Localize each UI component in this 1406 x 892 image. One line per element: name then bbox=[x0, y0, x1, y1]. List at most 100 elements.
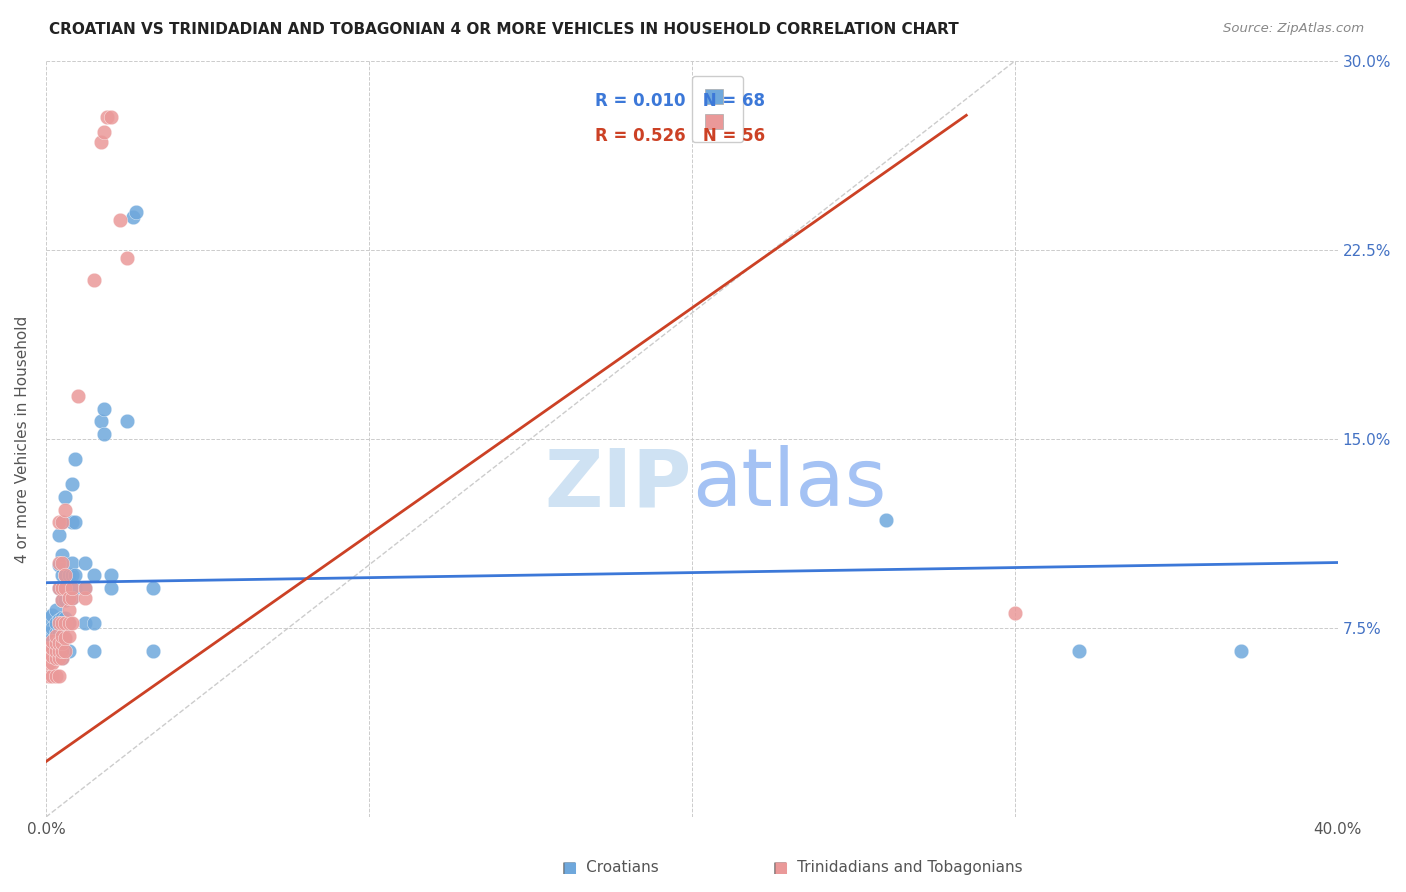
Point bbox=[45, 629, 67, 643]
Point bbox=[90, 135, 112, 149]
Point bbox=[93, 125, 115, 139]
Point bbox=[60, 581, 83, 595]
Point bbox=[45, 643, 67, 657]
Point bbox=[53, 615, 76, 630]
Point bbox=[83, 615, 105, 630]
Point bbox=[45, 651, 67, 665]
Point bbox=[67, 389, 90, 403]
Point bbox=[41, 643, 63, 657]
Point bbox=[38, 626, 60, 640]
Point bbox=[38, 611, 60, 625]
Point bbox=[48, 528, 70, 542]
Point bbox=[58, 615, 80, 630]
Point bbox=[1004, 606, 1026, 620]
Text: Source: ZipAtlas.com: Source: ZipAtlas.com bbox=[1223, 22, 1364, 36]
Point bbox=[51, 611, 73, 625]
Text: ■: ■ bbox=[773, 861, 787, 875]
Point bbox=[58, 615, 80, 630]
Text: R = 0.010   N = 68: R = 0.010 N = 68 bbox=[595, 93, 765, 111]
Point bbox=[51, 593, 73, 607]
Point bbox=[38, 641, 60, 656]
Point bbox=[63, 515, 86, 529]
Point bbox=[58, 643, 80, 657]
Point bbox=[41, 633, 63, 648]
Text: R = 0.526   N = 56: R = 0.526 N = 56 bbox=[595, 127, 765, 145]
Point bbox=[41, 621, 63, 635]
Point bbox=[93, 401, 115, 416]
Point bbox=[53, 593, 76, 607]
Point bbox=[41, 631, 63, 645]
Point bbox=[60, 591, 83, 605]
Point bbox=[48, 515, 70, 529]
Point bbox=[141, 643, 163, 657]
Point bbox=[41, 669, 63, 683]
Point bbox=[51, 636, 73, 650]
Point bbox=[38, 669, 60, 683]
Point bbox=[48, 643, 70, 657]
Point bbox=[73, 591, 96, 605]
Point bbox=[73, 581, 96, 595]
Point bbox=[53, 581, 76, 595]
Text: ■  Trinidadians and Tobagonians: ■ Trinidadians and Tobagonians bbox=[773, 861, 1024, 875]
Point bbox=[53, 568, 76, 582]
Point bbox=[48, 615, 70, 630]
Point bbox=[60, 591, 83, 605]
Point bbox=[83, 643, 105, 657]
Point bbox=[53, 643, 76, 657]
Point bbox=[1069, 643, 1091, 657]
Point bbox=[48, 581, 70, 595]
Text: ■: ■ bbox=[562, 861, 576, 875]
Point bbox=[53, 631, 76, 645]
Point bbox=[51, 556, 73, 570]
Point bbox=[73, 581, 96, 595]
Point bbox=[45, 636, 67, 650]
Point bbox=[51, 515, 73, 529]
Point bbox=[83, 273, 105, 287]
Text: ■  Croatians: ■ Croatians bbox=[562, 861, 659, 875]
Text: atlas: atlas bbox=[692, 445, 886, 524]
Point bbox=[63, 452, 86, 467]
Point bbox=[58, 591, 80, 605]
Point bbox=[45, 626, 67, 640]
Point bbox=[141, 581, 163, 595]
Point bbox=[38, 648, 60, 663]
Point bbox=[51, 651, 73, 665]
Point bbox=[53, 631, 76, 645]
Point bbox=[1229, 643, 1251, 657]
Point bbox=[48, 651, 70, 665]
Text: CROATIAN VS TRINIDADIAN AND TOBAGONIAN 4 OR MORE VEHICLES IN HOUSEHOLD CORRELATI: CROATIAN VS TRINIDADIAN AND TOBAGONIAN 4… bbox=[49, 22, 959, 37]
Point bbox=[51, 515, 73, 529]
Legend: , : , bbox=[692, 77, 742, 142]
Point bbox=[51, 629, 73, 643]
Point bbox=[53, 643, 76, 657]
Point bbox=[48, 614, 70, 628]
Point bbox=[60, 568, 83, 582]
Point bbox=[110, 212, 132, 227]
Point bbox=[41, 648, 63, 663]
Point bbox=[60, 515, 83, 529]
Point bbox=[48, 669, 70, 683]
Point bbox=[53, 490, 76, 504]
Point bbox=[58, 581, 80, 595]
Point bbox=[73, 556, 96, 570]
Point bbox=[122, 211, 145, 225]
Point bbox=[100, 568, 122, 582]
Point bbox=[48, 558, 70, 572]
Point bbox=[60, 477, 83, 491]
Point bbox=[96, 110, 118, 124]
Point bbox=[58, 603, 80, 617]
Point bbox=[45, 669, 67, 683]
Point bbox=[53, 568, 76, 582]
Point bbox=[60, 615, 83, 630]
Point bbox=[41, 657, 63, 671]
Point bbox=[58, 568, 80, 582]
Point bbox=[51, 581, 73, 595]
Point bbox=[53, 611, 76, 625]
Point bbox=[45, 615, 67, 630]
Point bbox=[45, 636, 67, 650]
Point bbox=[38, 657, 60, 671]
Point bbox=[51, 615, 73, 630]
Point bbox=[53, 502, 76, 516]
Point bbox=[73, 615, 96, 630]
Point bbox=[48, 633, 70, 648]
